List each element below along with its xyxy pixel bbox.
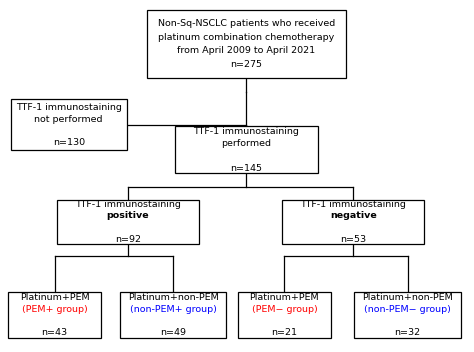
Text: (non-PEM− group): (non-PEM− group) [364, 305, 451, 314]
Text: (non-PEM+ group): (non-PEM+ group) [129, 305, 217, 314]
FancyBboxPatch shape [175, 126, 318, 174]
Text: n=145: n=145 [230, 164, 263, 172]
Text: n=32: n=32 [394, 328, 421, 337]
Text: performed: performed [221, 139, 272, 148]
Text: not performed: not performed [35, 115, 103, 124]
Text: negative: negative [330, 212, 376, 220]
FancyBboxPatch shape [282, 200, 424, 244]
Text: Platinum+PEM: Platinum+PEM [250, 293, 319, 302]
Text: TTF-1 immunostaining: TTF-1 immunostaining [75, 200, 181, 209]
Text: Platinum+non-PEM: Platinum+non-PEM [362, 293, 453, 302]
Text: platinum combination chemotherapy: platinum combination chemotherapy [158, 33, 335, 42]
FancyBboxPatch shape [57, 200, 199, 244]
Text: n=49: n=49 [160, 328, 186, 337]
Text: TTF-1 immunostaining: TTF-1 immunostaining [300, 200, 406, 209]
Text: (PEM− group): (PEM− group) [252, 305, 317, 314]
Text: TTF-1 immunostaining: TTF-1 immunostaining [193, 127, 300, 136]
Text: Platinum+non-PEM: Platinum+non-PEM [128, 293, 219, 302]
Text: n=92: n=92 [115, 235, 141, 244]
Text: Platinum+PEM: Platinum+PEM [20, 293, 89, 302]
FancyBboxPatch shape [119, 292, 227, 338]
FancyBboxPatch shape [238, 292, 331, 338]
Text: n=130: n=130 [53, 138, 85, 147]
Text: (PEM+ group): (PEM+ group) [22, 305, 87, 314]
FancyBboxPatch shape [354, 292, 461, 338]
Text: n=43: n=43 [41, 328, 68, 337]
FancyBboxPatch shape [8, 292, 100, 338]
Text: from April 2009 to April 2021: from April 2009 to April 2021 [177, 46, 316, 55]
Text: n=53: n=53 [340, 235, 366, 244]
FancyBboxPatch shape [147, 10, 346, 78]
Text: positive: positive [107, 212, 149, 220]
Text: n=21: n=21 [272, 328, 297, 337]
Text: n=275: n=275 [230, 59, 263, 69]
Text: TTF-1 immunostaining: TTF-1 immunostaining [16, 103, 122, 112]
FancyBboxPatch shape [10, 99, 127, 151]
Text: Non-Sq-NSCLC patients who received: Non-Sq-NSCLC patients who received [158, 19, 335, 29]
